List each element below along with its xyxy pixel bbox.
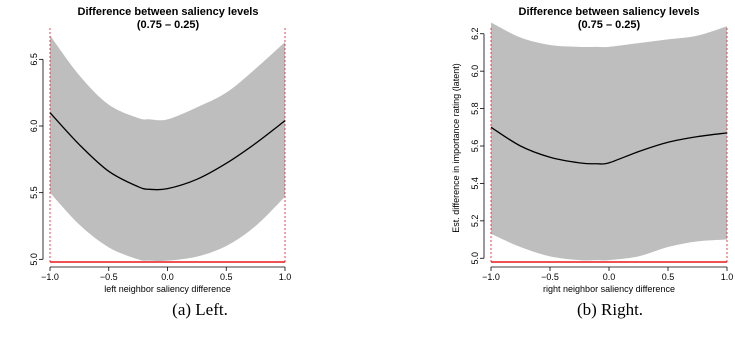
y-tick-label: 5.2 <box>470 215 480 228</box>
x-tick-label: −0.5 <box>541 272 559 282</box>
y-tick-label: 6.2 <box>470 27 480 40</box>
x-tick-label: 1.0 <box>721 272 734 282</box>
chart-panel-left: Difference between saliency levels(0.75 … <box>29 6 291 294</box>
y-tick-label: 5.0 <box>470 252 480 265</box>
x-tick-label: 0.0 <box>603 272 616 282</box>
chart-title: Difference between saliency levels <box>519 6 700 18</box>
y-tick-label: 5.4 <box>470 177 480 190</box>
chart-subtitle: (0.75 – 0.25) <box>137 19 200 31</box>
y-tick-label: 5.0 <box>29 253 39 266</box>
y-tick-label: 6.5 <box>29 53 39 66</box>
confidence-band <box>50 35 285 262</box>
chart-title: Difference between saliency levels <box>78 6 259 18</box>
chart-subtitle: (0.75 – 0.25) <box>578 19 641 31</box>
caption-right: (b) Right. <box>576 300 644 319</box>
chart-panel-right: Difference between saliency levels(0.75 … <box>451 6 733 294</box>
x-tick-label: −0.5 <box>100 272 118 282</box>
x-tick-label: −1.0 <box>482 272 500 282</box>
y-tick-label: 5.5 <box>29 186 39 199</box>
y-tick-label: 5.6 <box>470 140 480 153</box>
x-tick-label: 0.5 <box>220 272 233 282</box>
y-tick-label: 6.0 <box>29 120 39 133</box>
y-tick-label: 6.0 <box>470 65 480 78</box>
x-axis-label: left neighbor saliency difference <box>104 284 230 294</box>
x-tick-label: 0.5 <box>662 272 675 282</box>
y-axis-label: Est. difference in importance rating (la… <box>451 63 461 232</box>
x-tick-label: 0.0 <box>161 272 174 282</box>
x-tick-label: −1.0 <box>41 272 59 282</box>
estimate-line <box>49 112 286 191</box>
caption-left: (a) Left. <box>172 300 228 319</box>
estimate-line <box>490 126 728 165</box>
x-tick-label: 1.0 <box>279 272 292 282</box>
y-tick-label: 5.8 <box>470 102 480 115</box>
x-axis-label: right neighbor saliency difference <box>543 284 675 294</box>
confidence-band <box>491 22 727 261</box>
